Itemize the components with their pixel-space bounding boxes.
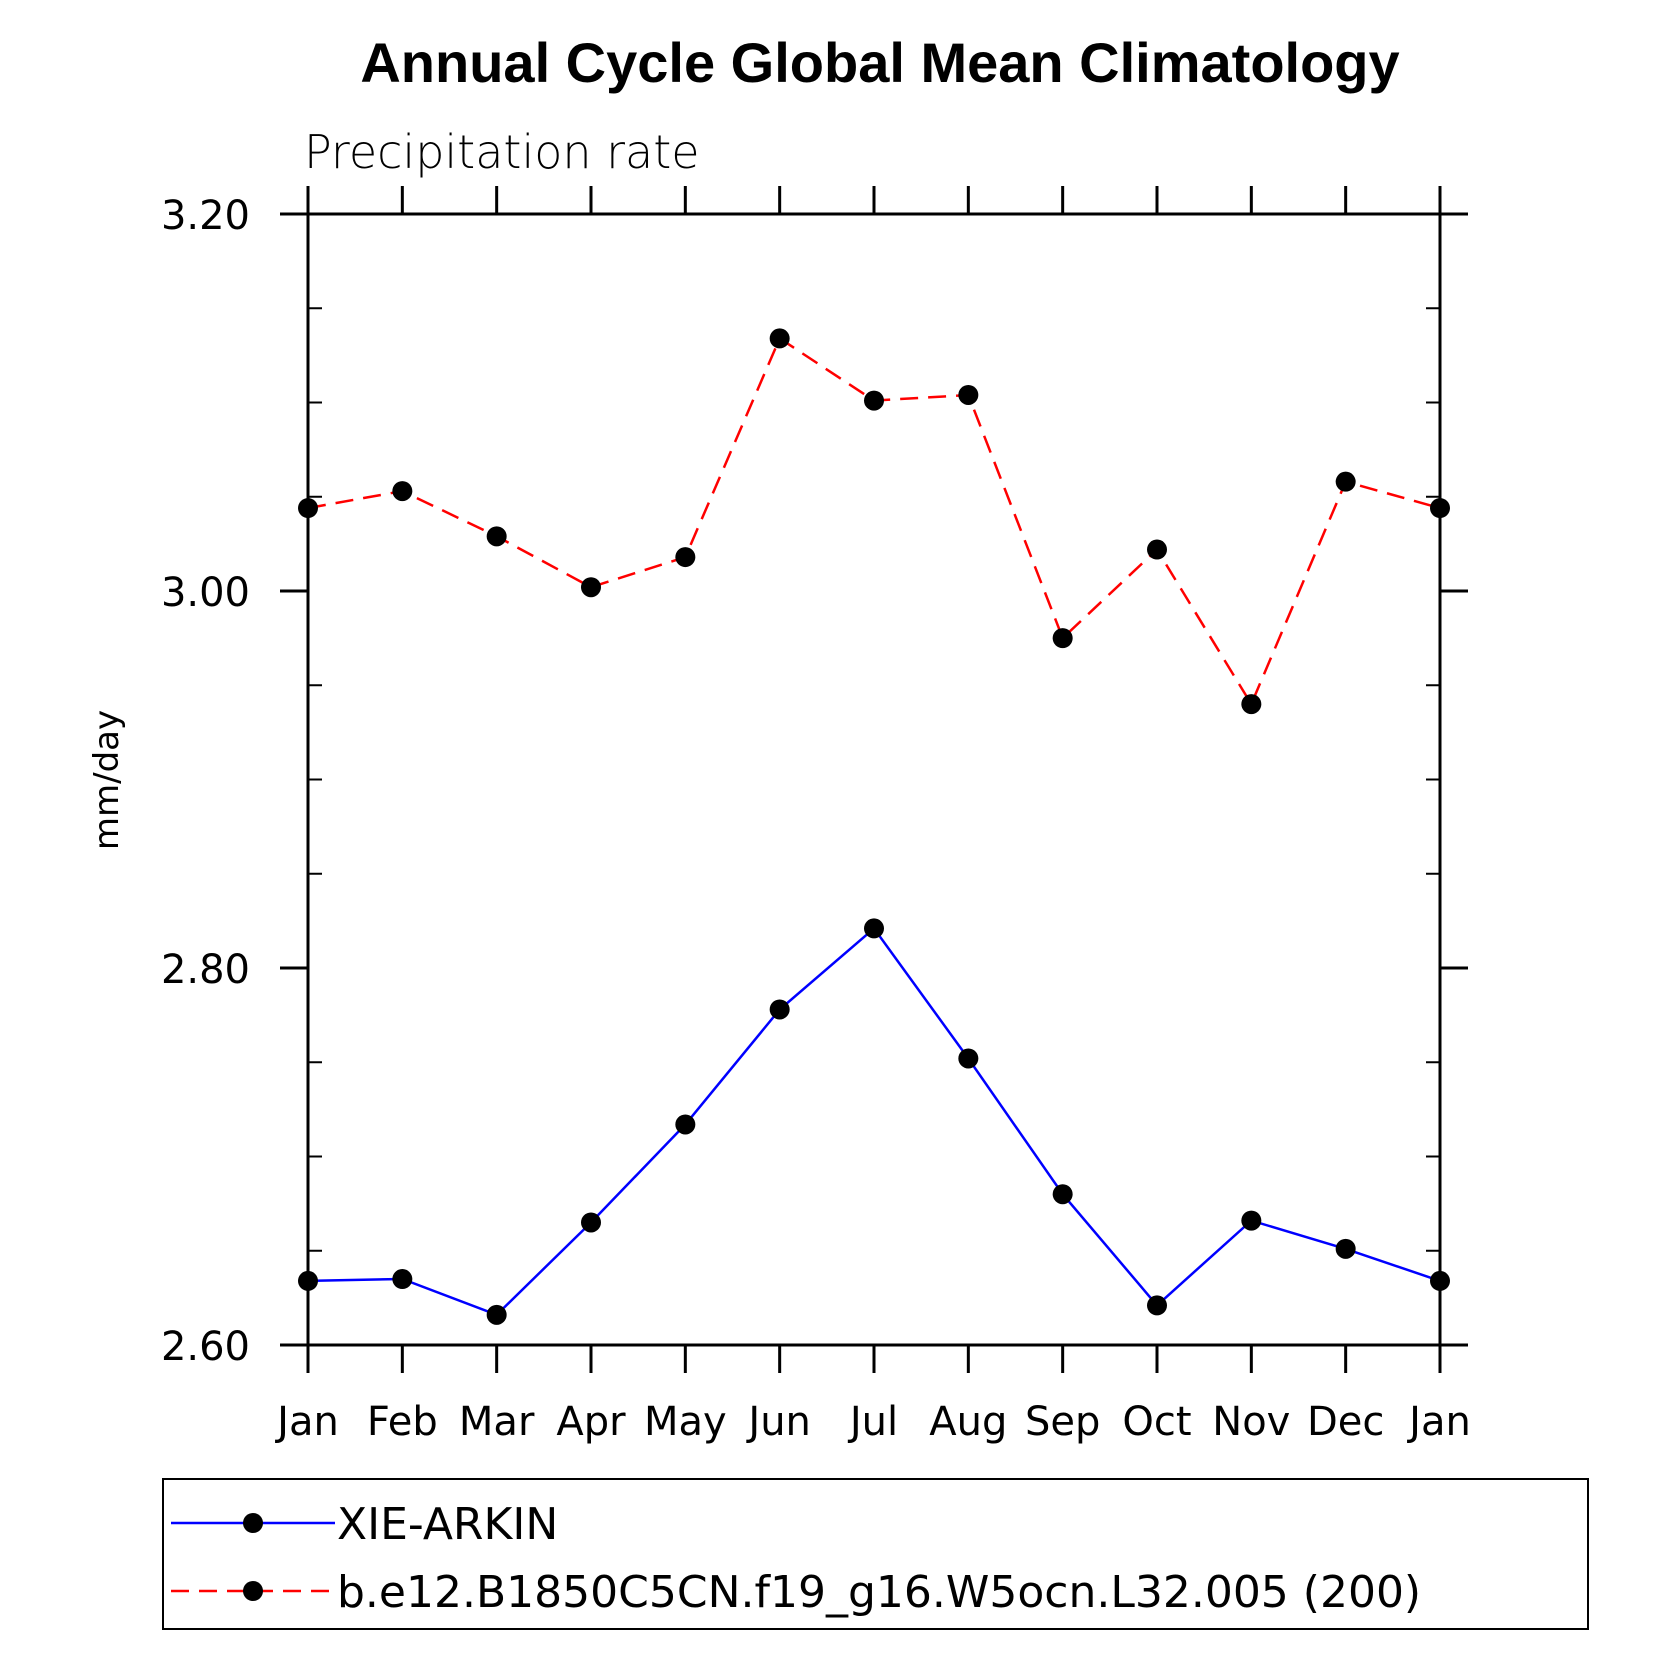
y-axis-label: mm/day: [87, 710, 127, 850]
series-1-point: [1241, 1210, 1262, 1231]
legend-label-1: XIE-ARKIN: [337, 1499, 558, 1550]
series-2-point: [958, 384, 979, 405]
series-2-point: [864, 390, 884, 411]
series-2-point: [769, 328, 790, 349]
chart-subtitle: Precipitation rate: [304, 125, 700, 179]
series-1-point: [1335, 1238, 1356, 1259]
series-1-point: [486, 1304, 507, 1325]
series-1-point: [769, 999, 790, 1020]
x-tick-label: Nov: [1212, 1399, 1290, 1445]
y-tick-label: 2.80: [161, 947, 250, 993]
legend: XIE-ARKIN b.e12.B1850C5CN.f19_g16.W5ocn.L…: [162, 1478, 1589, 1630]
series-1-point: [958, 1048, 979, 1069]
x-tick-label: Oct: [1122, 1399, 1191, 1445]
series-2-point: [486, 526, 507, 547]
x-tick-label: Jan: [274, 1399, 339, 1445]
legend-marker-2: [243, 1581, 263, 1601]
series-2-point: [392, 481, 413, 502]
series-2-point: [1335, 471, 1356, 492]
series-2-point: [298, 498, 318, 519]
series-2-point: [1241, 694, 1262, 715]
series-2-point: [1147, 539, 1167, 560]
series-2-point: [675, 547, 696, 568]
x-tick-label: Feb: [367, 1399, 438, 1445]
series-2-point: [581, 577, 601, 598]
x-tick-label: Aug: [929, 1399, 1007, 1445]
x-tick-label: Apr: [556, 1399, 626, 1445]
series-1-point: [1430, 1270, 1450, 1291]
x-tick-label: Dec: [1307, 1399, 1384, 1445]
series-1-point: [298, 1270, 318, 1291]
plot-frame: [306, 212, 1442, 1347]
legend-box: [162, 1478, 1589, 1630]
series-2-point: [1430, 498, 1450, 519]
series-1-point: [675, 1114, 696, 1135]
series-line-1: [307, 926, 1441, 1317]
series-1-point: [581, 1212, 601, 1233]
legend-label-2: b.e12.B1850C5CN.f19_g16.W5ocn.L32.005 (2…: [337, 1567, 1421, 1618]
x-tick-label: Jul: [847, 1399, 898, 1445]
y-tick-label: 3.20: [161, 193, 250, 239]
series-1-point: [864, 918, 884, 939]
plot-area: Jan Feb Mar Apr May Jun Jul Aug Sep Oct Nov Dec Jan 2…: [161, 186, 1471, 1445]
x-tick-label: Jun: [745, 1399, 811, 1445]
chart-title: Annual Cycle Global Mean Climatology: [360, 31, 1399, 94]
series-1-point: [392, 1269, 413, 1290]
y-tick-label: 3.00: [161, 570, 250, 616]
x-tick-label: Jan: [1406, 1399, 1471, 1445]
legend-marker-1: [243, 1513, 263, 1533]
x-tick-label: May: [644, 1399, 727, 1445]
y-tick-label: 2.60: [161, 1324, 250, 1370]
x-tick-label: Mar: [459, 1399, 535, 1445]
series-2-point: [1052, 628, 1073, 649]
series-1-point: [1147, 1295, 1167, 1316]
series-1-point: [1052, 1184, 1073, 1205]
x-tick-label: Sep: [1025, 1399, 1100, 1445]
